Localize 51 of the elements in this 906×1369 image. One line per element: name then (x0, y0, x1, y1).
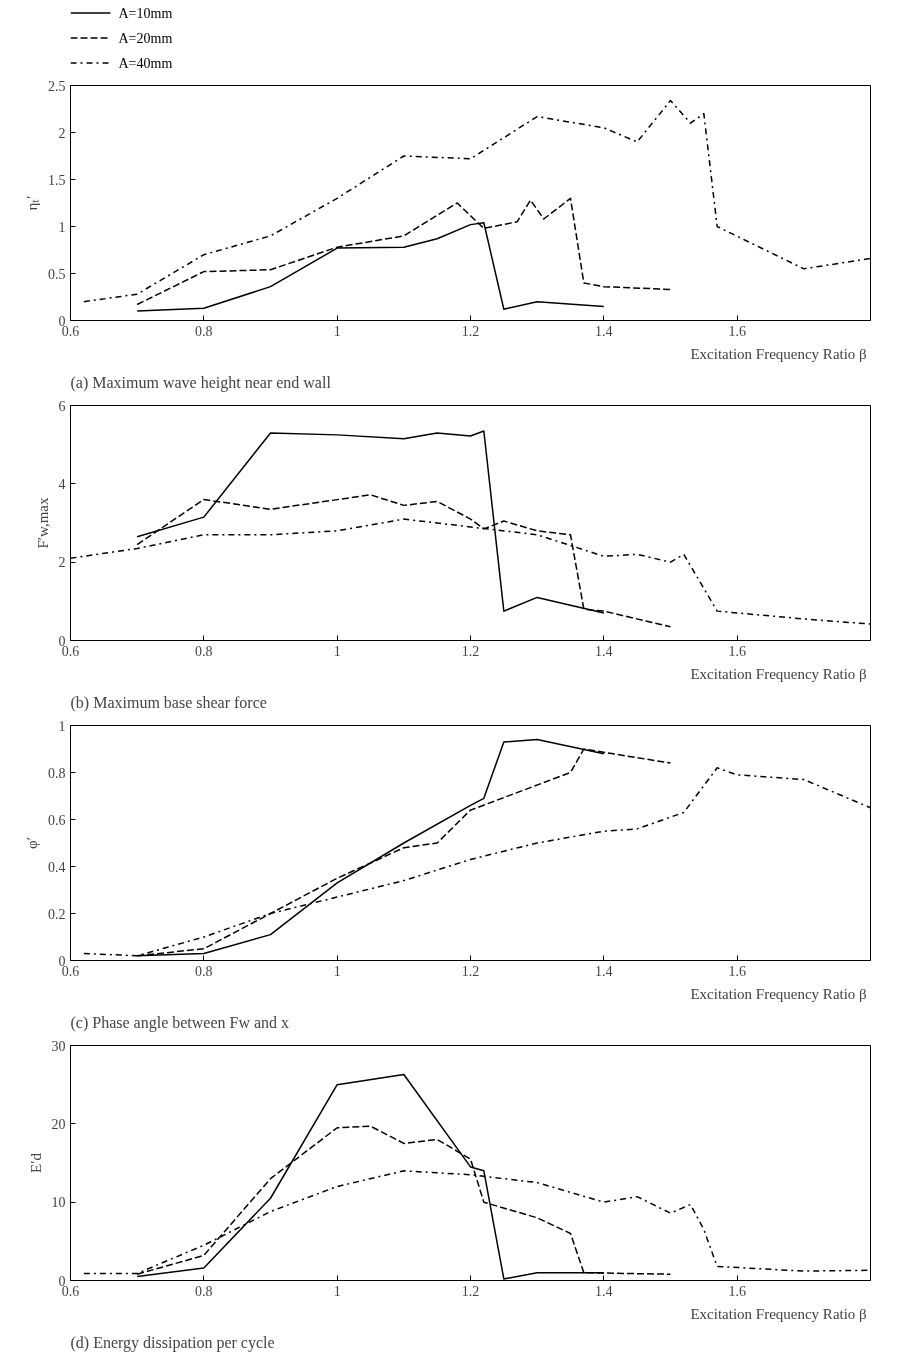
y-tick-label: 4 (58, 476, 66, 492)
x-tick-label: 0.8 (195, 643, 213, 659)
y-tick-label: 2 (58, 125, 66, 141)
text: (b) Maximum base shear force (70, 693, 267, 712)
text: (c) Phase angle between Fw and x (70, 1013, 290, 1032)
y-axis-title: φ′ (24, 837, 40, 849)
x-tick-label: 1.2 (461, 643, 480, 659)
y-tick-label: 1.5 (48, 172, 66, 188)
x-tick-label: 1.6 (728, 323, 746, 339)
y-tick-label: 6 (58, 398, 66, 414)
legend-label: A=40mm (118, 55, 173, 71)
y-tick-label: 0.8 (48, 765, 66, 781)
y-tick-label: 10 (51, 1195, 66, 1211)
x-axis-title: Excitation Frequency Ratio β (690, 1305, 867, 1322)
x-axis-title: Excitation Frequency Ratio β (690, 665, 867, 682)
x-tick-label: 1 (333, 963, 341, 979)
x-tick-label: 1.4 (595, 963, 613, 979)
x-tick-label: 1.2 (461, 323, 480, 339)
x-tick-label: 1 (333, 323, 341, 339)
y-tick-label: 0.4 (48, 859, 66, 875)
x-tick-label: 1 (333, 1283, 341, 1299)
x-tick-label: 1.6 (728, 963, 746, 979)
x-tick-label: 1.4 (595, 1283, 613, 1299)
y-axis-title: F′w,max (34, 496, 51, 549)
y-axis-title: ηₜ′ (24, 195, 40, 211)
x-axis-title: Excitation Frequency Ratio β (690, 345, 867, 362)
x-tick-label: 1.4 (595, 323, 613, 339)
y-axis-title: E′d (27, 1152, 44, 1173)
text: (a) Maximum wave height near end wall (70, 373, 332, 392)
x-tick-label: 0.8 (195, 1283, 213, 1299)
y-tick-label: 1 (58, 219, 66, 235)
x-tick-label: 1.2 (461, 1283, 480, 1299)
y-tick-label: 0.2 (48, 906, 66, 922)
y-tick-label: 2.5 (48, 78, 66, 94)
y-tick-label: 0.5 (48, 266, 66, 282)
x-tick-label: 1.6 (728, 643, 746, 659)
legend-label: A=20mm (118, 30, 173, 46)
x-axis-title: Excitation Frequency Ratio β (690, 985, 867, 1002)
legend-label: A=10mm (118, 5, 173, 21)
y-tick-label: 1 (58, 718, 66, 734)
y-tick-label: 2 (58, 555, 66, 571)
x-tick-label: 0.8 (195, 323, 213, 339)
y-tick-label: 30 (51, 1038, 66, 1054)
x-tick-label: 0.8 (195, 963, 213, 979)
x-tick-label: 1.4 (595, 643, 613, 659)
y-tick-label: 20 (51, 1116, 66, 1132)
x-tick-label: 1.2 (461, 963, 480, 979)
y-tick-label: 0.6 (48, 812, 66, 828)
x-tick-label: 1 (333, 643, 341, 659)
x-tick-label: 1.6 (728, 1283, 746, 1299)
text: (d) Energy dissipation per cycle (70, 1333, 275, 1352)
